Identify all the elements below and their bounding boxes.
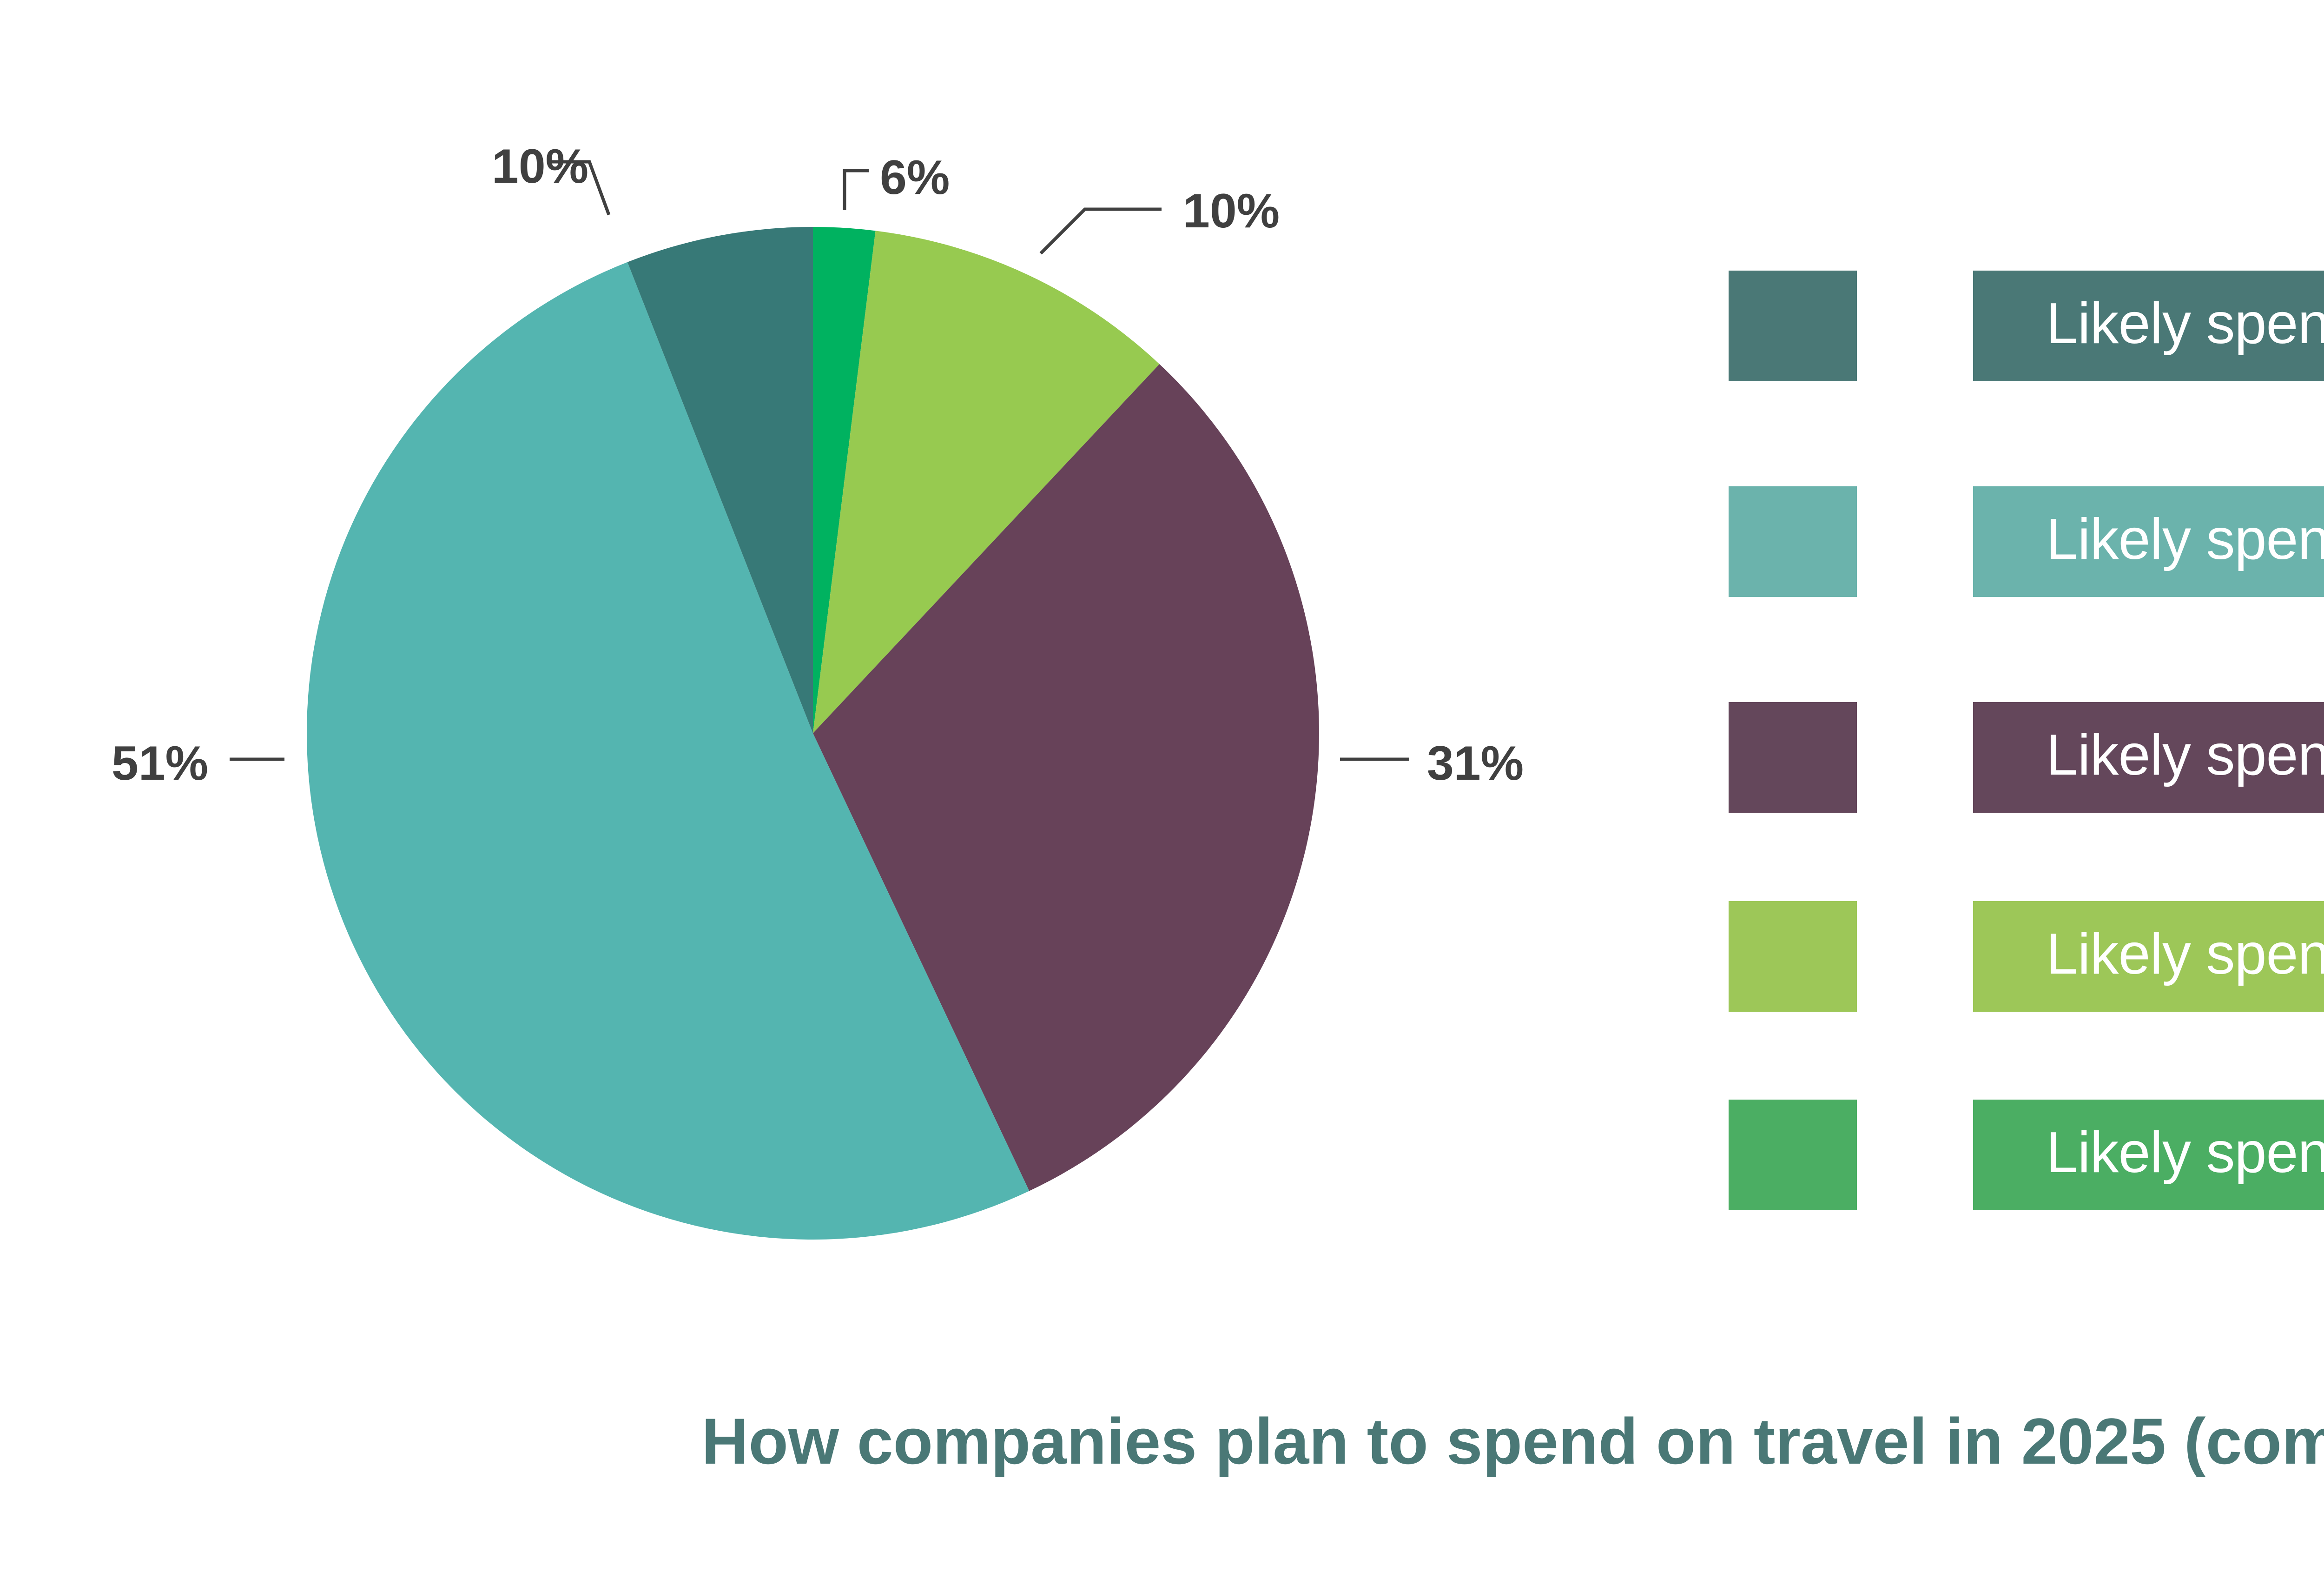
leader-line-lot-more [548,160,611,216]
legend-swatch-same [1729,702,1857,813]
slice-lot-more [627,227,813,733]
leader-line-less [1039,207,1162,255]
slice-lot-less [813,227,876,733]
leader-line-lot-less [843,169,869,210]
label-lot-less-pct: 6% [880,151,950,205]
legend-item-same: Likely spend about the same amount [1973,702,2324,813]
pie-slices [307,227,1319,1240]
legend-swatch-lot-less [1729,1100,1857,1210]
legend-item-more: Likely spend more on business travel [1973,486,2324,597]
legend-item-lot-more: Likely spend a lot more on business trav… [1973,271,2324,381]
legend-label: Likely spend more on business travel [2046,507,2324,571]
legend-label: Likely spend about the same amount [2046,723,2324,787]
chart-title: How companies plan to spend on travel in… [701,1405,2324,1478]
legend-item-lot-less: Likely spend a lot less [1973,1100,2324,1210]
slice-more [307,262,1030,1240]
label-less-pct: 10% [1183,184,1280,238]
leader-lines [230,160,1409,761]
label-lot-more-pct: 10% [492,139,589,193]
legend-label: Likely spend a lot less [2046,1121,2324,1185]
legend-swatch-lot-more [1729,271,1857,381]
legend-swatch-less [1729,901,1857,1012]
legend-item-less: Likely spend less [1973,901,2324,1012]
legend-label: Likely spend a lot more on business trav… [2046,292,2324,356]
label-same-pct: 31% [1427,736,1524,790]
slice-same [813,364,1319,1191]
legend-label: Likely spend less [2046,922,2324,986]
legend-swatch-more [1729,486,1857,597]
label-more-pct: 51% [112,736,209,790]
slice-less [813,231,1160,733]
